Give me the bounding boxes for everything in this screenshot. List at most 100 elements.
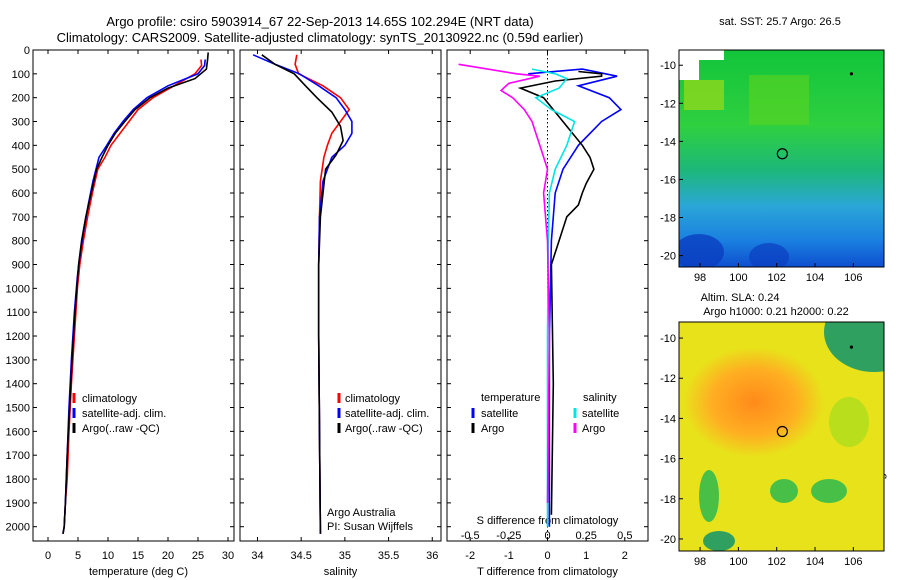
sst_map-xtick-label: 106 — [844, 272, 862, 284]
sst_map-island-marker — [849, 72, 854, 76]
sla_map-xtick-label: 98 — [694, 556, 706, 568]
sst_map-argo-position-marker — [776, 148, 788, 160]
sla_map-ytick-label: -10 — [660, 333, 676, 345]
sla_map-field — [679, 322, 884, 551]
sla_map-ytick-label: -14 — [660, 413, 676, 425]
depth-tick-label: 400 — [12, 140, 30, 152]
difference-series-1-line — [517, 70, 603, 515]
depth-tick-label: 1500 — [6, 403, 30, 415]
sst_map-ytick-label: -16 — [660, 174, 676, 186]
difference-xtick2-label: 0.25 — [575, 530, 596, 542]
sst-missing-data — [679, 50, 699, 80]
temperature-xtick-label: 30 — [222, 550, 234, 562]
sst_map-ytick-label: -10 — [660, 60, 676, 72]
sst-warm-patch — [684, 80, 724, 110]
sst_map-group: 98 100 102 104 106 -10 -12 -14 -16 -18 -20 — [660, 49, 885, 284]
difference-xtick-label: 1 — [583, 550, 589, 562]
sst_map-ytick-label: -20 — [660, 251, 676, 263]
temperature-xtick-label: 20 — [162, 550, 174, 562]
temperature-series-0-line — [62, 59, 203, 534]
sst-cold-patch — [679, 234, 724, 267]
sst_map-ytick-label: -12 — [660, 98, 676, 110]
depth-tick-label: 2000 — [6, 522, 30, 534]
depth-tick-label: 1200 — [6, 331, 30, 343]
sla_map-ytick-label: -16 — [660, 454, 676, 466]
depth-tick-label: 800 — [12, 236, 30, 248]
sla-low-patch — [699, 470, 719, 522]
salinity-xtick-label: 35 — [339, 550, 351, 562]
temperature-legend-label-2: Argo(..raw -QC) — [82, 423, 160, 435]
temperature-legend-label-1: satellite-adj. clim. — [82, 408, 166, 420]
depth-tick-label: 300 — [12, 117, 30, 129]
depth-tick-label: 1400 — [6, 379, 30, 391]
temperature-xtick-label: 5 — [75, 550, 81, 562]
sla_map-xtick-label: 102 — [768, 556, 786, 568]
temperature-xtick-label: 10 — [102, 550, 114, 562]
difference-legend-header-salinity: salinity — [583, 392, 617, 404]
salinity-xtick-label: 34 — [251, 550, 263, 562]
sst_map-field — [679, 50, 884, 267]
temperature-xtick-label: 0 — [45, 550, 51, 562]
difference-xtick2-label: -0.5 — [461, 530, 480, 542]
salinity-frame — [239, 49, 442, 542]
difference-legend-header-temperature: temperature — [481, 392, 540, 404]
depth-tick-label: 600 — [12, 188, 30, 200]
depth-tick-label: 1100 — [6, 307, 30, 319]
sla-low-patch — [811, 479, 847, 503]
difference-legend-label-3: Argo — [582, 423, 605, 435]
temperature-series-1-line — [62, 59, 206, 534]
temperature-xlabel: temperature (deg C) — [89, 566, 188, 578]
sla_map-group: 98 100 102 104 106 -10 -12 -14 -16 -18 -20 — [660, 321, 885, 568]
sst_map-frame — [678, 49, 885, 268]
depth-tick-label: 1900 — [6, 498, 30, 510]
sla-low-patch — [824, 322, 884, 372]
salinity-legend-label-2: Argo(..raw -QC) — [345, 423, 423, 435]
difference-legend-label-0: satellite — [481, 408, 518, 420]
depth-tick-label: 1600 — [6, 426, 30, 438]
sst_map-xtick-label: 100 — [729, 272, 747, 284]
depth-tick-label: 1800 — [6, 474, 30, 486]
sst_map-ytick-label: -14 — [660, 136, 676, 148]
difference-xtick2-label: -0.25 — [496, 530, 521, 542]
difference-xtick-label: 0 — [544, 550, 550, 562]
temperature-frame — [32, 49, 235, 542]
depth-tick-label: 200 — [12, 93, 30, 105]
sla_map-xtick-label: 100 — [729, 556, 747, 568]
sst_map-xtick-label: 102 — [768, 272, 786, 284]
salinity-legend-label-1: satellite-adj. clim. — [345, 408, 429, 420]
sst-cold-patch — [749, 243, 789, 267]
sst-missing-data — [699, 50, 724, 60]
chart-title-line-2: Climatology: CARS2009. Satellite-adjuste… — [56, 30, 584, 45]
salinity-annotation-line-1: PI: Susan Wijffels — [327, 521, 413, 533]
salinity-xtick-label: 34.5 — [290, 550, 311, 562]
difference-legend-label-1: Argo — [481, 423, 504, 435]
difference-legend-label-2: satellite — [582, 408, 619, 420]
sst-warm-patch — [749, 75, 809, 125]
difference-xtick2-label: 0.5 — [617, 530, 632, 542]
sla_map-ytick-label: -18 — [660, 494, 676, 506]
sla-map-title-line-1: Altim. SLA: 0.24 — [701, 292, 780, 304]
temperature-xtick-label: 15 — [132, 550, 144, 562]
sst_map-ytick-label: -18 — [660, 213, 676, 225]
salinity-annotation-line-0: Argo Australia — [327, 507, 396, 519]
sla-low-patch — [770, 479, 798, 503]
chart-title-line-1: Argo profile: csiro 5903914_67 22-Sep-20… — [106, 14, 534, 29]
depth-tick-label: 900 — [12, 260, 30, 272]
depth-tick-label: 1300 — [6, 355, 30, 367]
salinity-series-2-line — [261, 54, 344, 534]
sla_map-frame — [678, 321, 885, 552]
depth-tick-label: 700 — [12, 212, 30, 224]
sla-mid-patch — [829, 397, 869, 447]
sla-map-title-line-2: Argo h1000: 0.21 h2000: 0.22 — [703, 306, 849, 318]
difference-xlabel: T difference from climatology — [477, 566, 618, 578]
depth-tick-label: 1700 — [6, 450, 30, 462]
temperature-series-2-line — [62, 52, 209, 534]
salinity-xlabel: salinity — [324, 566, 358, 578]
salinity-xtick-label: 36 — [426, 550, 438, 562]
sla-low-patch — [703, 531, 735, 551]
sla-high-patch — [684, 347, 824, 457]
difference-xtick-label: -1 — [504, 550, 514, 562]
depth-tick-label: 0 — [24, 45, 30, 57]
depth-tick-label: 100 — [12, 69, 30, 81]
